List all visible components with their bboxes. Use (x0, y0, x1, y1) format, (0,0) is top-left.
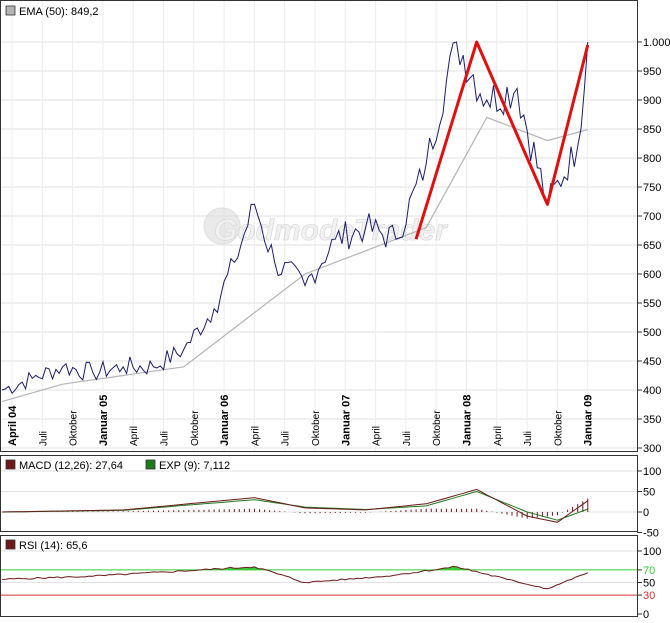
main-y-axis: 300 350 400 450 500 550 600 650 700 750 800 850 900 9… (637, 37, 670, 455)
exp-legend-label: EXP (9): 7,112 (159, 460, 230, 472)
ema-legend-label: EMA (50): 849,2 (19, 6, 99, 18)
main-x-tick-label: Oktober (553, 410, 564, 446)
main-y-tick-label: 500 (643, 327, 661, 339)
macd-legend-swatch (6, 460, 15, 469)
rsi-y-tick-label: 30 (643, 590, 655, 602)
main-y-tick-label: 950 (643, 66, 661, 78)
main-x-tick-label: Januar 05 (98, 395, 110, 446)
main-y-tick-label: 800 (643, 153, 661, 165)
rsi-y-tick-label: 0 (643, 609, 649, 618)
main-x-tick-label: Januar 07 (340, 395, 352, 446)
rsi-legend-label: RSI (14): 65,6 (19, 540, 87, 552)
macd-y-axis: -50 0 50 100 (637, 466, 661, 540)
main-x-tick-label: Juli (38, 431, 49, 446)
ema-legend-swatch (6, 6, 15, 15)
macd-y-tick-label: -50 (643, 528, 659, 540)
macd-legend: MACD (12,26): 27,64 EXP (9): 7,112 (6, 460, 230, 472)
main-x-tick-label: April (129, 426, 140, 446)
macd-y-tick-label: 50 (643, 487, 655, 499)
main-y-tick-label: 650 (643, 240, 661, 252)
rsi-legend: RSI (14): 65,6 (6, 540, 87, 552)
main-x-tick-label: Juli (523, 431, 534, 446)
main-y-tick-label: 350 (643, 414, 661, 426)
main-y-tick-label: 400 (643, 385, 661, 397)
main-y-tick-label: 550 (643, 298, 661, 310)
rsi-y-tick-label: 50 (643, 578, 655, 590)
macd-y-tick-label: 0 (643, 507, 649, 519)
main-x-tick-label: April (493, 426, 504, 446)
main-y-tick-label: 750 (643, 182, 661, 194)
main-x-tick-label: Juli (281, 431, 292, 446)
main-x-tick-label: Juli (402, 431, 413, 446)
rsi-y-tick-label: 70 (643, 565, 655, 577)
main-x-tick-label: Januar 08 (462, 395, 474, 446)
macd-legend-label: MACD (12,26): 27,64 (19, 460, 123, 472)
main-y-tick-label: 900 (643, 95, 661, 107)
main-y-tick-label: 300 (643, 443, 661, 455)
main-x-tick-label: Juli (160, 431, 171, 446)
main-x-tick-label: Januar 06 (219, 395, 231, 446)
rsi-legend-swatch (6, 540, 15, 549)
main-x-tick-label: April 04 (7, 405, 19, 446)
main-x-tick-label: Oktober (69, 410, 80, 446)
main-x-tick-label: April (372, 426, 383, 446)
exp-legend-swatch (146, 460, 155, 469)
main-x-tick-label: Januar 09 (583, 395, 595, 446)
main-legend: EMA (50): 849,2 (6, 6, 99, 18)
main-x-tick-label: April (250, 426, 261, 446)
macd-y-tick-label: 100 (643, 466, 661, 478)
main-y-tick-label: 850 (643, 124, 661, 136)
main-y-tick-label: 450 (643, 356, 661, 368)
main-x-tick-label: Oktober (432, 410, 443, 446)
main-x-tick-label: Oktober (311, 410, 322, 446)
watermark: GodmodeTrader (204, 208, 449, 247)
main-y-tick-label: 700 (643, 211, 661, 223)
main-x-tick-label: Oktober (190, 410, 201, 446)
rsi-y-tick-label: 100 (643, 546, 661, 558)
main-y-tick-label: 1.000 (643, 37, 670, 49)
main-y-tick-label: 600 (643, 269, 661, 281)
